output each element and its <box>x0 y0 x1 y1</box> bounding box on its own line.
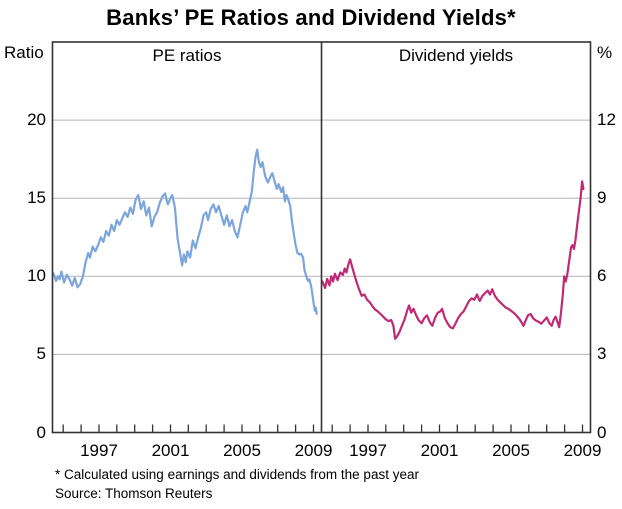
x-axis-tick-label: 2009 <box>563 441 602 460</box>
x-axis-tick-label: 2001 <box>420 441 459 460</box>
x-ticks-group <box>331 424 584 433</box>
left-axis-unit-label: Ratio <box>4 43 44 62</box>
chart-title: Banks’ PE Ratios and Dividend Yields* <box>106 5 516 30</box>
gridlines-group <box>52 119 322 355</box>
left-axis-tick-label: 10 <box>27 266 46 286</box>
right-axis-tick-label: 3 <box>597 344 607 364</box>
chart-footnote: * Calculated using earnings and dividend… <box>55 467 419 482</box>
right-axis-unit-label: % <box>597 43 613 62</box>
right-axis-tick-label: 9 <box>597 188 607 208</box>
right-axis-tick-label: 12 <box>597 110 616 130</box>
x-axis-tick-label: 2009 <box>294 441 333 460</box>
left-axis-tick-label: 0 <box>36 422 46 442</box>
left-axis-tick-label: 20 <box>27 110 46 130</box>
x-ticks-group <box>62 424 315 433</box>
pe-ratios-series-line <box>52 148 318 315</box>
left-axis-tick-label: 15 <box>27 188 46 208</box>
right-axis-tick-label: 0 <box>597 422 607 442</box>
x-axis-tick-label: 2005 <box>492 441 530 460</box>
left-axis-tick-label: 5 <box>36 344 46 364</box>
x-axis-tick-label: 2005 <box>223 441 261 460</box>
x-axis-tick-label: 1997 <box>349 441 387 460</box>
gridlines-group <box>321 119 591 355</box>
dividend-yields-series-line <box>321 180 585 340</box>
right-axis-tick-label: 6 <box>597 266 607 286</box>
x-axis-tick-label: 1997 <box>80 441 118 460</box>
x-axis-tick-label: 2001 <box>151 441 190 460</box>
chart-source: Source: Thomson Reuters <box>55 486 213 501</box>
panel-label-pe-ratios: PE ratios <box>152 46 222 65</box>
panel-label-dividend-yields: Dividend yields <box>398 46 514 65</box>
